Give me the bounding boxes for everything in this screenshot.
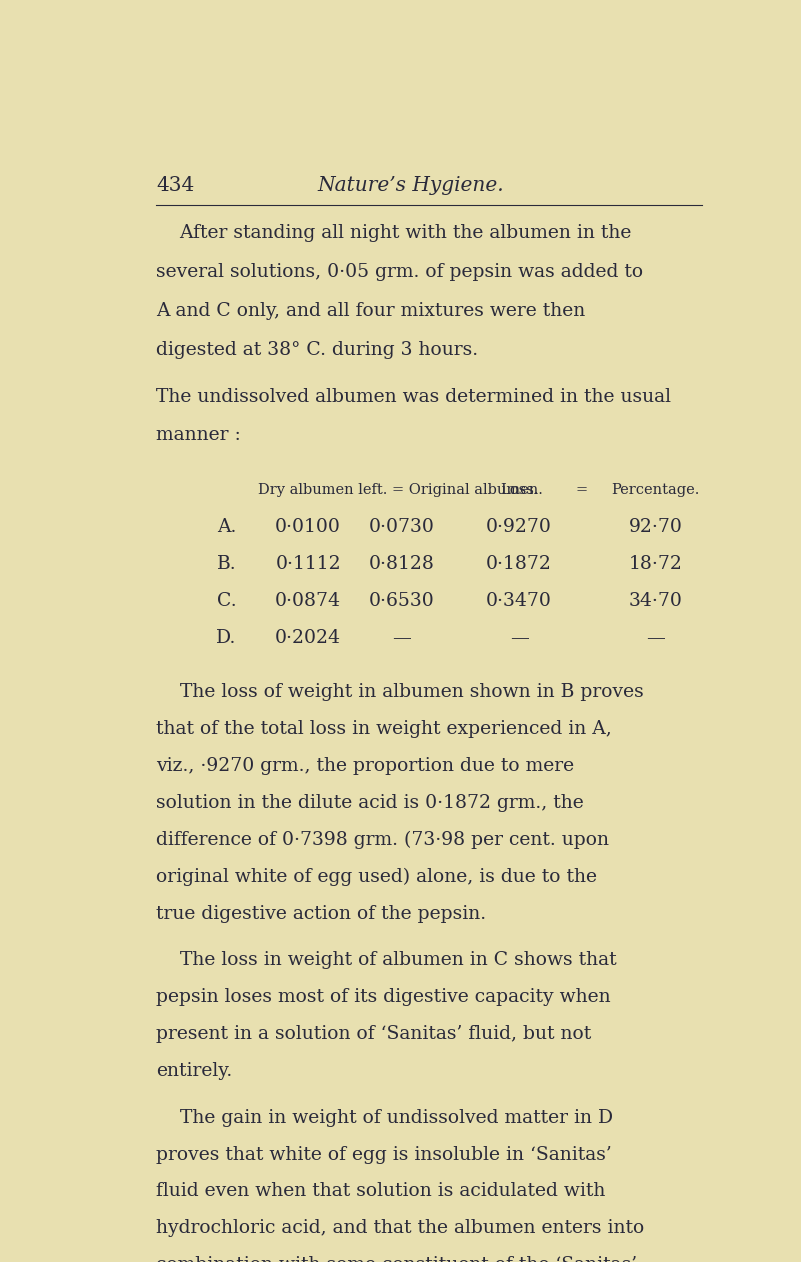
Text: 92·70: 92·70 (629, 517, 682, 536)
Text: entirely.: entirely. (156, 1061, 232, 1080)
Text: several solutions, 0·05 grm. of pepsin was added to: several solutions, 0·05 grm. of pepsin w… (156, 264, 643, 281)
Text: pepsin loses most of its digestive capacity when: pepsin loses most of its digestive capac… (156, 988, 610, 1006)
Text: 434: 434 (156, 175, 195, 194)
Text: 0·1872: 0·1872 (486, 555, 552, 573)
Text: 0·1112: 0·1112 (276, 555, 341, 573)
Text: —: — (509, 628, 529, 646)
Text: A.: A. (217, 517, 237, 536)
Text: 0·6530: 0·6530 (368, 592, 434, 610)
Text: The undissolved albumen was determined in the usual: The undissolved albumen was determined i… (156, 387, 671, 405)
Text: 0·0730: 0·0730 (368, 517, 434, 536)
Text: —: — (392, 628, 411, 646)
Text: B.: B. (217, 555, 237, 573)
Text: present in a solution of ‘Sanitas’ fluid, but not: present in a solution of ‘Sanitas’ fluid… (156, 1025, 591, 1042)
Text: combination with some constituent of the ‘Sanitas’: combination with some constituent of the… (156, 1256, 637, 1262)
Text: D.: D. (216, 628, 237, 646)
Text: 34·70: 34·70 (629, 592, 682, 610)
Text: 0·9270: 0·9270 (486, 517, 552, 536)
Text: original white of egg used) alone, is due to the: original white of egg used) alone, is du… (156, 867, 597, 886)
Text: solution in the dilute acid is 0·1872 grm., the: solution in the dilute acid is 0·1872 gr… (156, 794, 584, 811)
Text: =: = (575, 483, 587, 497)
Text: A and C only, and all four mixtures were then: A and C only, and all four mixtures were… (156, 302, 586, 321)
Text: manner :: manner : (156, 427, 241, 444)
Text: true digestive action of the pepsin.: true digestive action of the pepsin. (156, 905, 486, 923)
Text: 0·2024: 0·2024 (275, 628, 341, 646)
Text: fluid even when that solution is acidulated with: fluid even when that solution is acidula… (156, 1182, 606, 1200)
Text: —: — (646, 628, 665, 646)
Text: After standing all night with the albumen in the: After standing all night with the albume… (156, 225, 631, 242)
Text: hydrochloric acid, and that the albumen enters into: hydrochloric acid, and that the albumen … (156, 1219, 644, 1237)
Text: Loss.: Loss. (500, 483, 538, 497)
Text: viz., ·9270 grm., the proportion due to mere: viz., ·9270 grm., the proportion due to … (156, 757, 574, 775)
Text: The gain in weight of undissolved matter in D: The gain in weight of undissolved matter… (156, 1108, 613, 1127)
Text: Nature’s Hygiene.: Nature’s Hygiene. (317, 175, 504, 194)
Text: 0·3470: 0·3470 (486, 592, 552, 610)
Text: proves that white of egg is insoluble in ‘Sanitas’: proves that white of egg is insoluble in… (156, 1146, 612, 1164)
Text: C.: C. (217, 592, 237, 610)
Text: difference of 0·7398 grm. (73·98 per cent. upon: difference of 0·7398 grm. (73·98 per cen… (156, 830, 609, 849)
Text: Dry albumen left. = Original albumen.: Dry albumen left. = Original albumen. (259, 483, 543, 497)
Text: 0·0874: 0·0874 (275, 592, 341, 610)
Text: The loss of weight in albumen shown in B proves: The loss of weight in albumen shown in B… (156, 683, 644, 700)
Text: 18·72: 18·72 (629, 555, 682, 573)
Text: 0·0100: 0·0100 (276, 517, 341, 536)
Text: 0·8128: 0·8128 (368, 555, 434, 573)
Text: The loss in weight of albumen in C shows that: The loss in weight of albumen in C shows… (156, 952, 617, 969)
Text: that of the total loss in weight experienced in A,: that of the total loss in weight experie… (156, 719, 612, 738)
Text: digested at 38° C. during 3 hours.: digested at 38° C. during 3 hours. (156, 341, 478, 358)
Text: Percentage.: Percentage. (611, 483, 700, 497)
